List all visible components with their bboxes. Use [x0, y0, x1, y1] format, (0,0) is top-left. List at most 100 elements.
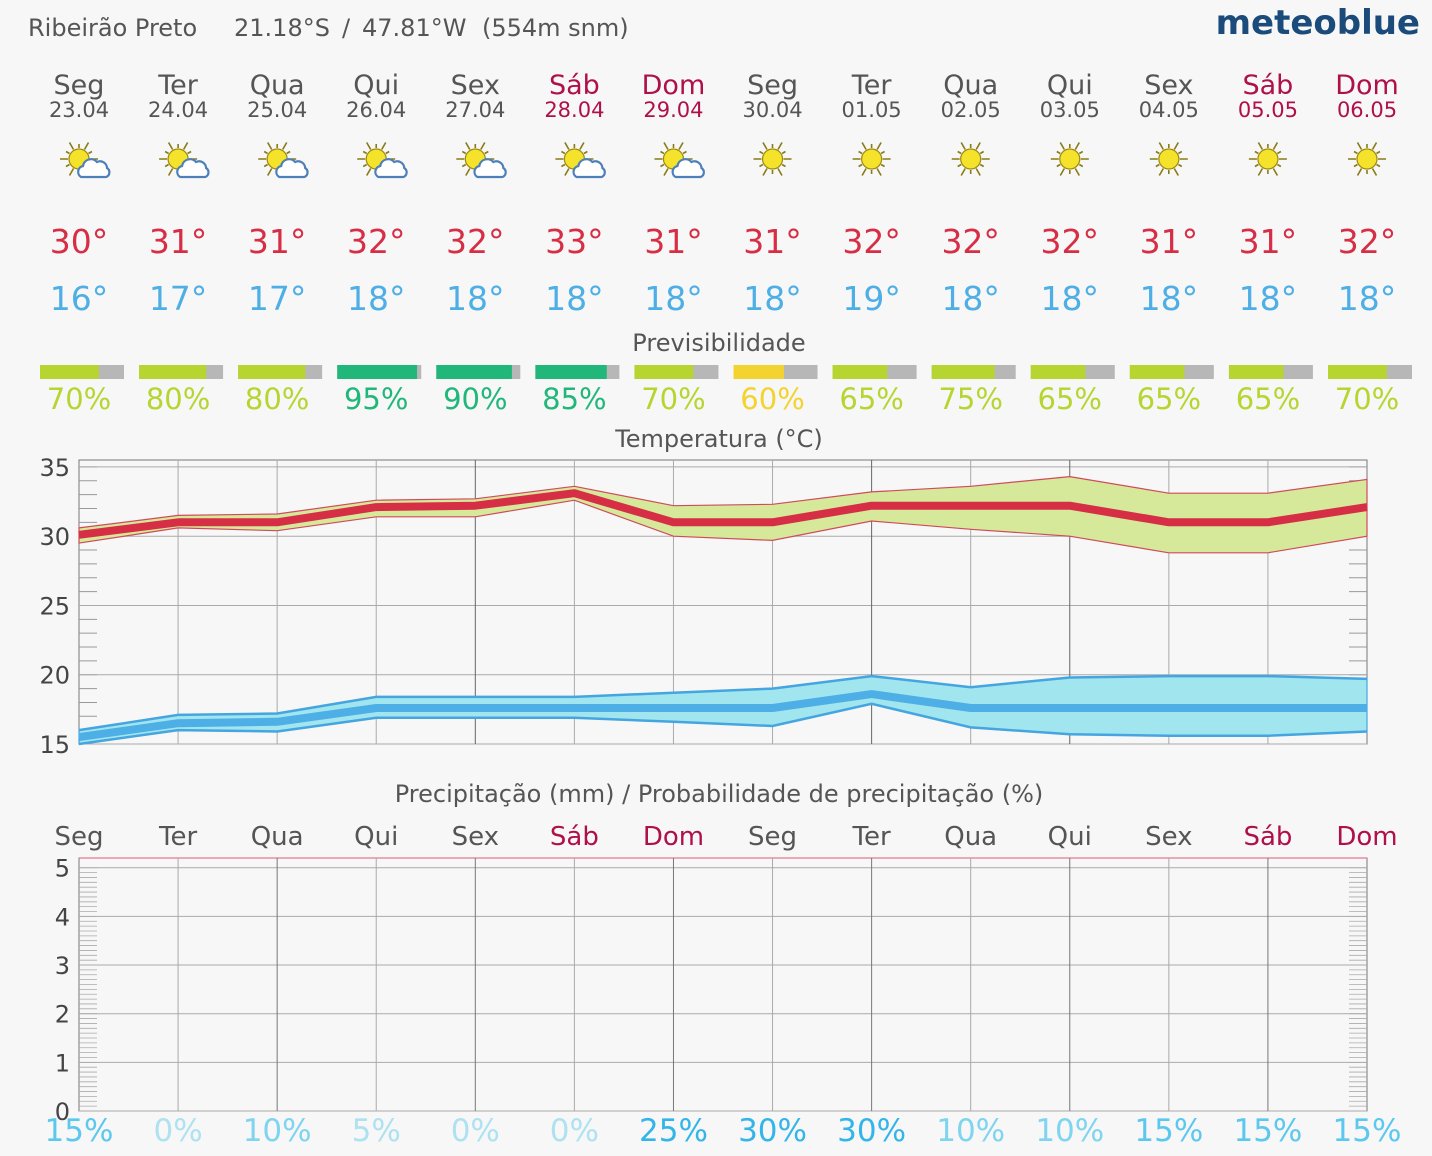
y-tick-label: 4 — [55, 903, 70, 931]
precipitation-probability: 5% — [352, 1113, 401, 1149]
min-temperature: 17° — [248, 279, 307, 318]
precip-day-name: Qua — [251, 822, 304, 852]
y-tick-label: 3 — [55, 952, 70, 980]
precipitation-probability: 30% — [738, 1113, 807, 1149]
day-name: Qui — [353, 70, 399, 101]
min-temperature: 16° — [50, 279, 109, 318]
day-name: Sex — [451, 70, 500, 101]
day-date: 25.04 — [247, 98, 307, 122]
day-date: 30.04 — [742, 98, 802, 122]
predictability-value: 65% — [1236, 382, 1300, 416]
sun-rays — [753, 142, 792, 176]
min-temperature: 18° — [545, 279, 604, 318]
sun-disc — [960, 148, 982, 170]
min-upper-line — [78, 674, 1368, 732]
precip-day-name: Dom — [1336, 822, 1397, 852]
y-tick-label: 2 — [55, 1001, 70, 1029]
day-name: Sex — [1144, 70, 1193, 101]
max-temperature: 31° — [1140, 222, 1199, 261]
predictability-bar-fill — [40, 365, 99, 379]
y-tick-label: 25 — [39, 592, 70, 620]
y-tick-label: 5 — [55, 855, 70, 883]
cloud-shape — [77, 158, 111, 179]
sun-rays — [1348, 142, 1386, 176]
sun-icon — [852, 142, 891, 176]
precip-day-name: Ter — [852, 822, 891, 852]
sun-icon — [1248, 142, 1287, 176]
predictability-value: 75% — [938, 382, 1002, 416]
sun-cloud-icon — [159, 142, 210, 179]
predictability-value: 65% — [1137, 382, 1201, 416]
coord-separator: / — [342, 14, 351, 42]
predictability-value: 70% — [641, 382, 705, 416]
precipitation-probability: 0% — [153, 1113, 202, 1149]
y-tick-label: 20 — [39, 662, 70, 690]
cloud-shape — [671, 158, 705, 179]
precipitation-plot-frame — [78, 857, 1368, 1112]
max-temperature: 31° — [1239, 222, 1298, 261]
longitude: 47.81°W — [362, 14, 466, 42]
sun-icon — [1050, 142, 1089, 176]
max-temperature: 31° — [743, 222, 802, 261]
predictability-bar-fill — [1030, 365, 1086, 379]
predictability-bar-fill — [436, 365, 512, 379]
sun-rays — [951, 142, 990, 176]
predictability-bar-fill — [931, 365, 995, 379]
temperature-chart: 15 20 25 30 35 — [39, 454, 1368, 759]
sun-disc — [1158, 148, 1180, 170]
min-temperature: 18° — [1041, 279, 1100, 318]
max-temperature: 31° — [644, 222, 703, 261]
temperature-chart-title: Temperatura (°C) — [614, 425, 823, 453]
precipitation-day-labels: Seg Ter Qua Qui Sex Sáb Dom Seg Ter Qua Qui Sex Sáb D… — [54, 822, 1397, 852]
min-temperature: 18° — [1338, 279, 1397, 318]
predictability-title: Previsibilidade — [632, 329, 805, 357]
predictability-value: 80% — [146, 382, 210, 416]
day-date: 01.05 — [842, 98, 902, 122]
predictability-value: 80% — [245, 382, 309, 416]
max-temperature: 32° — [1041, 222, 1100, 261]
precipitation-probability: 10% — [936, 1113, 1005, 1149]
day-date: 02.05 — [941, 98, 1001, 122]
cloud-shape — [473, 158, 507, 179]
location-name: Ribeirão Preto — [28, 14, 197, 42]
max-temperature-spread — [78, 475, 1368, 554]
day-date: 06.05 — [1337, 98, 1397, 122]
day-name: Dom — [1335, 70, 1399, 101]
brand-logo: meteoblue — [1216, 3, 1420, 43]
max-temperature: 32° — [446, 222, 505, 261]
elevation: (554m snm) — [482, 14, 629, 42]
sun-cloud-icon — [357, 142, 408, 179]
min-temperature: 18° — [644, 279, 703, 318]
day-date: 28.04 — [544, 98, 604, 122]
sun-disc — [1356, 148, 1378, 170]
predictability-value: 70% — [47, 382, 111, 416]
sun-cloud-icon — [456, 142, 507, 179]
predictability-bar-fill — [1129, 365, 1185, 379]
max-temperature: 31° — [149, 222, 208, 261]
sun-rays — [1050, 142, 1089, 176]
predictability-value: 90% — [443, 382, 507, 416]
cloud-shape — [572, 158, 606, 179]
sun-icon — [1149, 142, 1188, 176]
min-temperature: 17° — [149, 279, 208, 318]
predictability-value: 60% — [740, 382, 804, 416]
y-tick-label: 0 — [55, 1098, 70, 1126]
precipitation-probability: 30% — [837, 1113, 906, 1149]
precip-day-name: Seg — [748, 822, 797, 852]
predictability-value: 65% — [839, 382, 903, 416]
sun-disc — [1257, 148, 1279, 170]
precipitation-probability: 0% — [550, 1113, 599, 1149]
min-temperature: 18° — [446, 279, 505, 318]
predictability-bar-fill — [832, 365, 888, 379]
y-tick-label: 15 — [39, 731, 70, 759]
precipitation-probability: 15% — [1233, 1113, 1302, 1149]
min-lower-line — [78, 702, 1368, 746]
max-temperature: 32° — [347, 222, 406, 261]
y-tick-label: 1 — [55, 1049, 70, 1077]
day-date: 27.04 — [445, 98, 505, 122]
day-name: Seg — [54, 70, 105, 101]
precip-day-name: Dom — [643, 822, 704, 852]
sun-rays — [1149, 142, 1188, 176]
sun-icon — [753, 142, 792, 176]
min-temperature: 18° — [743, 279, 802, 318]
